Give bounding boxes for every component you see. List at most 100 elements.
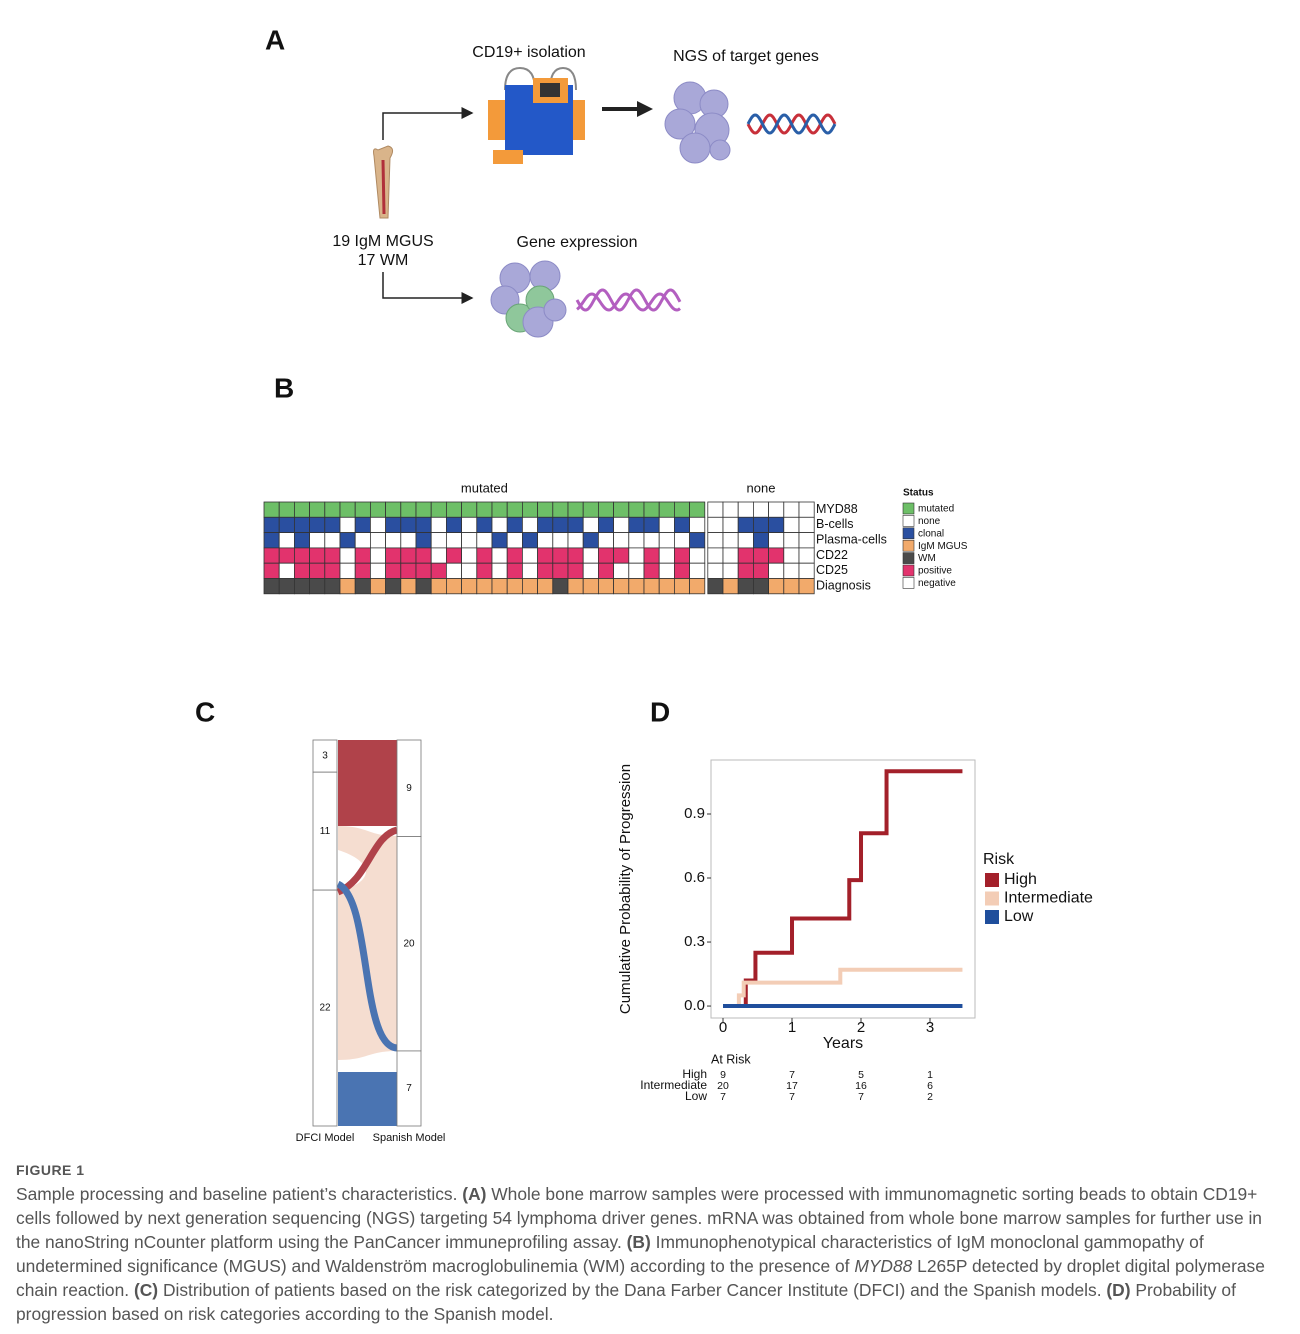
caption-part: L265P detected by droplet digital polyme… <box>16 1256 1265 1300</box>
heatmap-cell <box>689 516 706 533</box>
heatmap-cell <box>278 516 295 533</box>
caption-part: (A) <box>462 1184 487 1204</box>
heatmap-cell <box>491 562 508 579</box>
panel-label: C <box>195 696 215 727</box>
heatmap-cell <box>552 532 569 549</box>
heatmap-cell <box>783 501 800 518</box>
risk-count: 9 <box>720 1069 726 1081</box>
legend-label: negative <box>918 578 956 589</box>
heatmap-cell <box>689 501 706 518</box>
heatmap-cell <box>354 562 371 579</box>
alluvial: 3 11 22 DFCI Model 9 20 7 Spanish Model <box>296 739 446 1144</box>
heatmap-cell <box>628 516 645 533</box>
track-label: CD25 <box>816 563 848 577</box>
heatmap-cell <box>461 532 478 549</box>
group-label: mutated <box>461 480 508 495</box>
heatmap-cell <box>753 562 770 579</box>
step-label: Gene expression <box>517 234 638 251</box>
heatmap-cell <box>522 578 539 595</box>
heatmap-cell <box>537 532 554 549</box>
heatmap-cell <box>445 501 462 518</box>
heatmap-cell <box>598 501 615 518</box>
heatmap-cell <box>628 578 645 595</box>
heatmap-cell <box>506 516 523 533</box>
legend-label: WM <box>918 553 936 564</box>
panel-label: D <box>650 696 670 727</box>
heatmap-cell <box>354 501 371 518</box>
heatmap-cell <box>385 547 402 564</box>
heatmap-cell <box>768 547 785 564</box>
heatmap-cell <box>430 547 447 564</box>
heatmap-cell <box>628 547 645 564</box>
heatmap-cell <box>737 562 754 579</box>
stratum <box>396 1050 422 1127</box>
x-tick-label: 2 <box>857 1019 865 1036</box>
heatmap-cell <box>658 516 675 533</box>
heatmap-cell <box>582 532 599 549</box>
track-label: Plasma-cells <box>816 533 887 547</box>
heatmap-cell <box>537 562 554 579</box>
step-label: CD19+ isolation <box>472 44 585 61</box>
y-axis-title: Cumulative Probability of Progression <box>617 764 634 1014</box>
heatmap-cell <box>415 578 432 595</box>
heatmap-cell <box>737 516 754 533</box>
heatmap-cell <box>737 501 754 518</box>
heatmap-cell <box>400 547 417 564</box>
heatmap-cell <box>582 516 599 533</box>
heatmap-cell <box>506 578 523 595</box>
caption-part: MYD88 <box>854 1256 913 1276</box>
heatmap-cell <box>674 578 691 595</box>
heatmap-cell <box>658 532 675 549</box>
heatmap-cell <box>768 578 785 595</box>
heatmap-cell <box>309 562 326 579</box>
heatmap-cell <box>613 547 630 564</box>
caption-part: (C) <box>133 1280 159 1300</box>
heatmap-cell <box>598 578 615 595</box>
column-label: Spanish Model <box>373 1132 446 1144</box>
x-axis-title: Years <box>823 1035 863 1052</box>
heatmap-cell <box>278 547 295 564</box>
km-chart: 0.0 0.3 0.6 0.9 0 1 2 3 Years Cumulative Probabil… <box>617 759 1093 1103</box>
risk-count: 5 <box>858 1069 864 1081</box>
heatmap-cell <box>430 532 447 549</box>
legend-title: Risk <box>983 851 1015 868</box>
heatmap-cell <box>537 516 554 533</box>
figure-label: FIGURE 1 <box>16 1162 85 1178</box>
risk-count: 7 <box>789 1069 795 1081</box>
heatmap-cell <box>674 562 691 579</box>
heatmap-cell <box>537 578 554 595</box>
heatmap-cell <box>278 532 295 549</box>
heatmap-cell <box>722 532 739 549</box>
risk-count: 16 <box>855 1080 867 1092</box>
heatmap-cell <box>722 562 739 579</box>
heatmap-cell <box>415 501 432 518</box>
legend-label: Intermediate <box>1004 890 1093 907</box>
heatmap-cell <box>522 501 539 518</box>
legend-swatch <box>902 539 915 552</box>
heatmap-cell <box>798 501 815 518</box>
heatmap-cell <box>753 578 770 595</box>
heatmap-cell <box>753 501 770 518</box>
heatmap-cell <box>722 578 739 595</box>
heatmap-cell <box>798 532 815 549</box>
heatmap-cell <box>567 578 584 595</box>
heatmap-cell <box>582 562 599 579</box>
heatmap-cell <box>643 578 660 595</box>
heatmap-cell <box>628 532 645 549</box>
step-label: NGS of target genes <box>673 48 819 65</box>
step-line <box>743 769 963 1009</box>
heatmap-cell <box>658 501 675 518</box>
caption-part: Probability of progression based on risk… <box>16 1280 1236 1324</box>
heatmap-cell <box>783 532 800 549</box>
heatmap-cell <box>658 562 675 579</box>
heatmap-cell <box>506 532 523 549</box>
heatmap-cell <box>445 562 462 579</box>
heatmap-cell <box>598 562 615 579</box>
caption: FIGURE 1 Sample processing and baseline … <box>16 1162 1288 1326</box>
caption-part: (B) <box>626 1232 651 1252</box>
legend-label: none <box>918 516 941 527</box>
caption-part: Sample processing and baseline patient’s… <box>16 1184 463 1204</box>
heatmap-cell <box>552 562 569 579</box>
heatmap-cell <box>798 578 815 595</box>
panel-label: A <box>265 24 285 55</box>
